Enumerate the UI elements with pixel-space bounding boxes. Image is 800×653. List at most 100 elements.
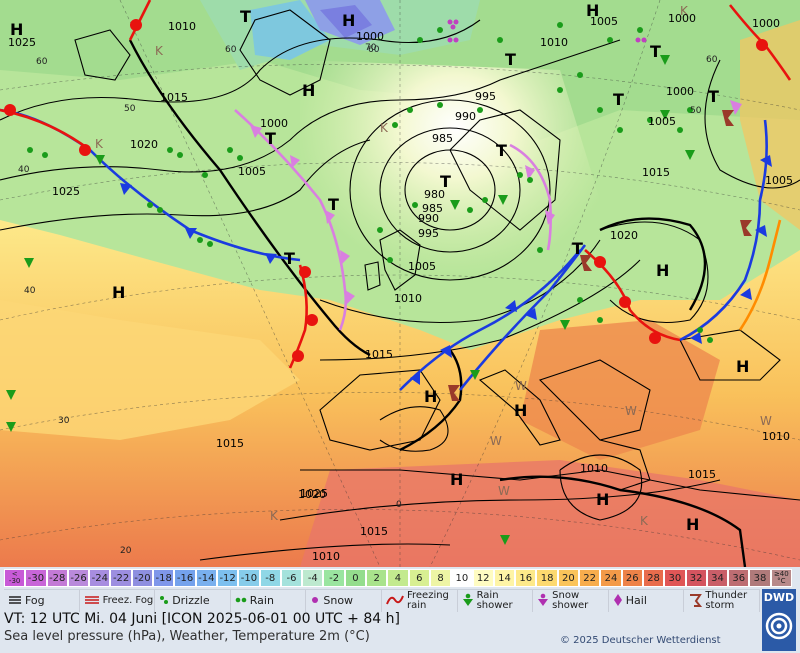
temperature-scale-cell: 36 [728,569,750,587]
snow-shower-icon [537,593,549,610]
legend-symbol-label: Fog [25,594,45,607]
temperature-scale-cell: -24 [89,569,111,587]
isobar-1015-spain [379,406,449,452]
isobar-1010-africa [199,543,451,561]
isobar-1000 [349,99,551,281]
temperature-scale-cell: 18 [536,569,558,587]
high-pressure-center: H [302,81,315,100]
legend-symbol-label: Rain [249,594,274,607]
legend-symbol-label: Hail [625,594,647,607]
temperature-scale-cell: 20 [557,569,580,587]
temperature-scale-cell: -18 [153,569,175,587]
isobar-value-label: 1010 [580,462,608,475]
temperature-scale-cell: -28 [46,569,68,587]
latitude-label: 40 [18,165,30,175]
latitude-label: 50 [124,104,136,114]
temperature-scale: < -30 -30 -28 -26 -24 -22 -20 -18 -16 -14 -12 -10 -8-… [4,569,792,587]
isobar-value-label: 1015 [216,437,244,450]
coast-italy [478,369,561,446]
isobar-value-label: 990 [418,212,439,225]
balkan-hot-zone [520,320,720,460]
svg-text:K: K [155,44,164,58]
scale-cell-label: < [11,570,18,578]
high-pressure-center: H [596,490,609,509]
isobar-1020 [0,19,481,121]
temperature-scale-cell: -20 [131,569,154,587]
trough-lines [128,39,747,567]
occluded-front-north [509,143,552,251]
dwd-swirl-icon [765,612,793,640]
cold-front-europe-2 [458,244,587,391]
snow-icon [310,594,320,609]
low-pressure-center: T [613,90,624,109]
isobar-1015 [0,39,621,181]
longitude-zero-label: 0 [396,500,402,510]
temperature-scale-cell: 10 [451,569,473,587]
coast-iceland-west [74,29,131,81]
isobar-980 [404,149,496,231]
svg-text:W: W [490,434,502,448]
temperature-scale-cell: -6 [280,569,303,587]
isobar-value-label: 1010 [168,20,196,33]
isobar-value-label: 1025 [8,36,36,49]
isobar-value-label: 1010 [540,36,568,49]
rain-shower-icon [462,593,474,610]
hail-icon [613,593,623,610]
isobar-value-label: 1005 [408,260,436,273]
isobar-value-label: 1000 [356,30,384,43]
front-symbols [4,19,772,385]
isobar-value-label: 1025 [52,185,80,198]
temperature-scale-cell: 16 [515,569,537,587]
isobar-value-label: 1020 [298,488,326,501]
dwd-logo-text: DWD [763,591,795,604]
svg-text:W: W [515,379,527,393]
coast-aegean [599,439,651,491]
legend-symbol-snow: Snow [306,590,382,612]
isobar-1015-east [599,221,709,323]
high-pressure-center: H [424,387,437,406]
latitude-label: 70 [365,43,377,53]
legend-panel: < -30 -30 -28 -26 -24 -22 -20 -18 -16 -14 -12 -10 -8-… [0,567,800,653]
temperature-scale-cell: -4 [302,569,324,587]
temperature-scale-cell: 24 [600,569,622,587]
temperature-scale-cell: -10 [238,569,260,587]
isobar-value-label: 1010 [312,550,340,563]
isobar-value-label: 1015 [688,468,716,481]
temperature-scale-cell: 12 [472,569,494,587]
drizzle-icon [159,594,169,609]
trough-atlantic [128,39,371,357]
latitude-label: 60 [706,55,718,65]
high-pressure-center: H [686,515,699,534]
legend-symbol-freezing-fog: Freez. Fog [80,590,156,612]
fog-icon [8,594,22,609]
legend-symbol-thunderstorm: Thunder storm [684,590,760,612]
high-pressure-center: H [514,401,527,420]
low-pressure-center: T [284,249,295,268]
coast-scandinavia [449,109,561,231]
isobar-value-label: 1000 [260,117,288,130]
isobar-value-label: 1010 [762,430,790,443]
trough-africa [499,475,747,567]
isobar-1015-africa [279,479,721,521]
temperature-scale-cell: -16 [174,569,196,587]
isobar-value-label: 1005 [590,15,618,28]
temperature-scale-cell: 34 [706,569,729,587]
trough-east [599,217,707,311]
high-pressure-center: H [342,11,355,30]
isobar-value-label: 1010 [394,292,422,305]
isobar-value-label: 1020 [130,138,158,151]
copyright: © 2025 Deutscher Wetterdienst [560,635,721,646]
temperature-scale-cell: -30 [25,569,47,587]
isobars [0,19,800,561]
low-pressure-center: T [265,129,276,148]
legend-symbol-label: Rain shower [476,590,513,611]
temperature-scale-cell: -12 [216,569,239,587]
low-pressure-center: T [328,195,339,214]
svg-text:K: K [95,137,104,151]
trough-spain [399,349,463,452]
svg-text:K: K [380,121,389,135]
low-pressure-center: T [240,7,251,26]
freezing-fog-icon [84,594,100,609]
